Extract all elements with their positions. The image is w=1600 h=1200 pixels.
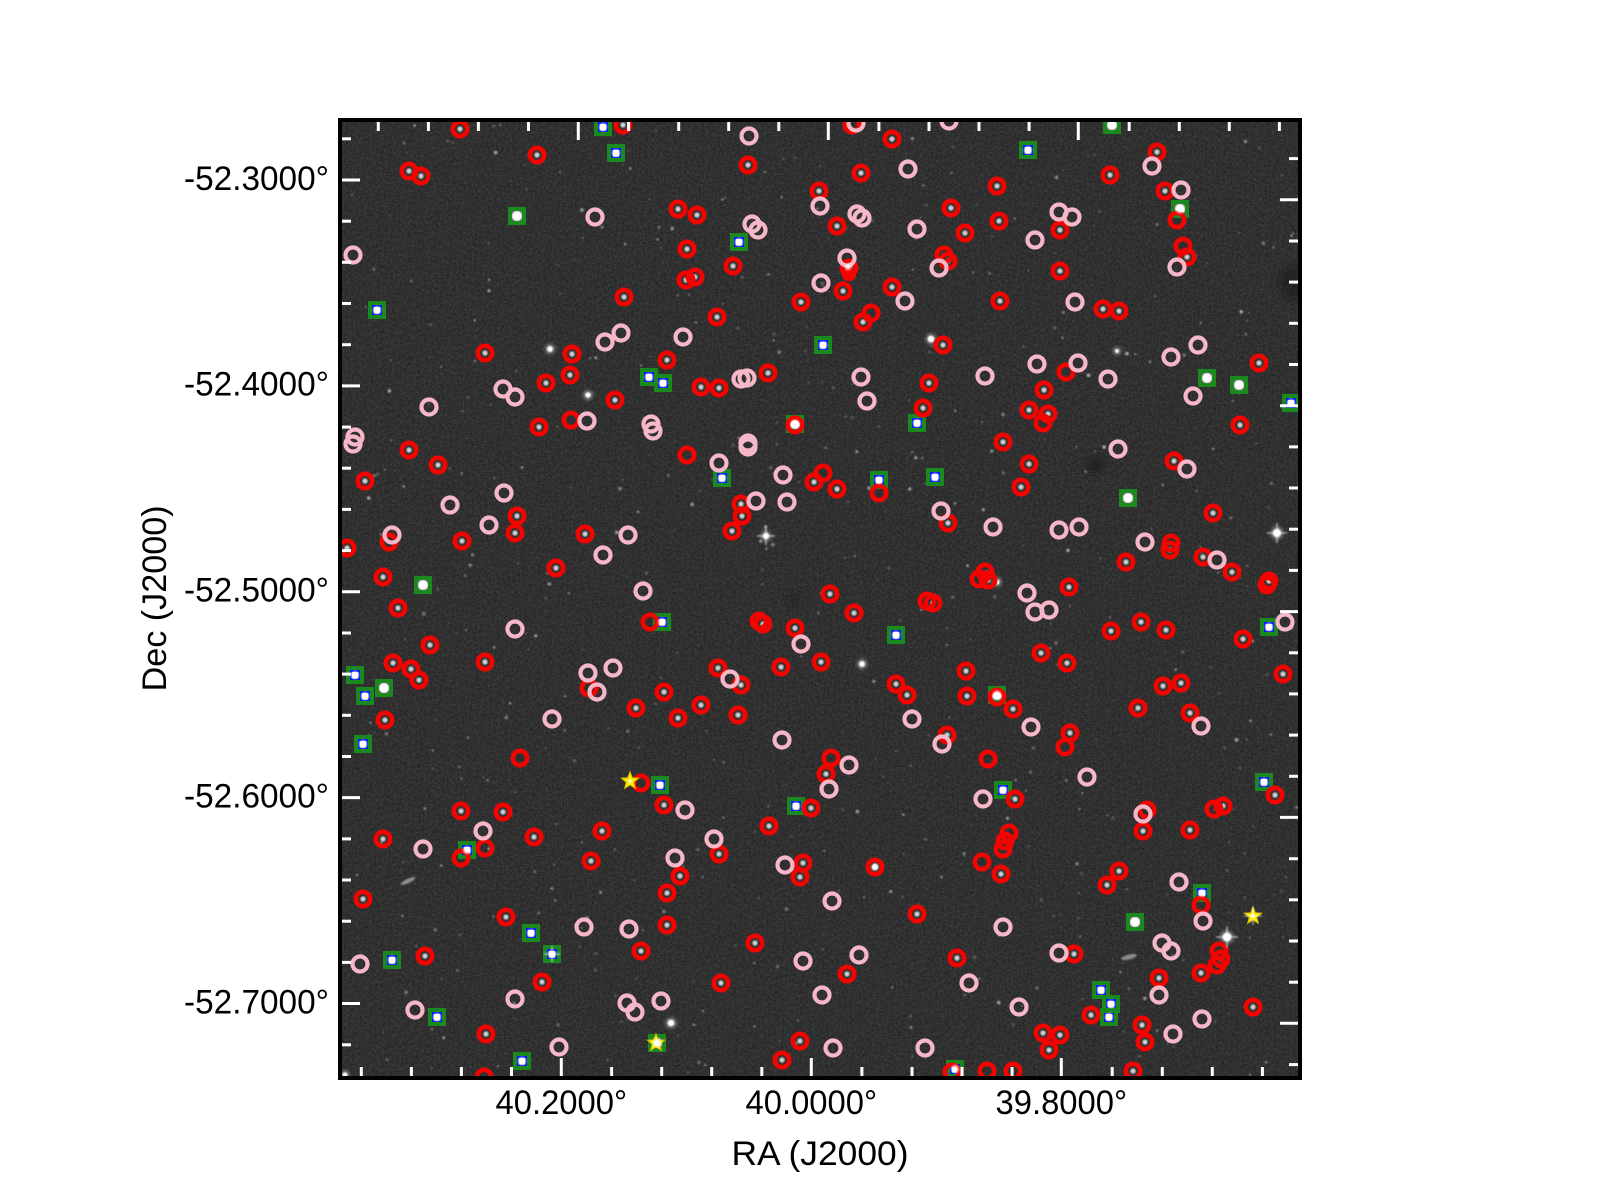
svg-text:39.8000°: 39.8000° — [996, 1084, 1128, 1122]
svg-text:40.0000°: 40.0000° — [746, 1084, 878, 1122]
svg-text:-52.4000°: -52.4000° — [184, 366, 329, 404]
svg-text:-52.3000°: -52.3000° — [184, 160, 329, 198]
svg-text:RA (J2000): RA (J2000) — [732, 1135, 909, 1173]
svg-text:-52.5000°: -52.5000° — [184, 572, 329, 610]
svg-text:-52.6000°: -52.6000° — [184, 777, 329, 815]
svg-text:40.2000°: 40.2000° — [496, 1084, 628, 1122]
svg-text:-52.7000°: -52.7000° — [184, 983, 329, 1021]
svg-text:Dec (J2000): Dec (J2000) — [136, 505, 174, 691]
